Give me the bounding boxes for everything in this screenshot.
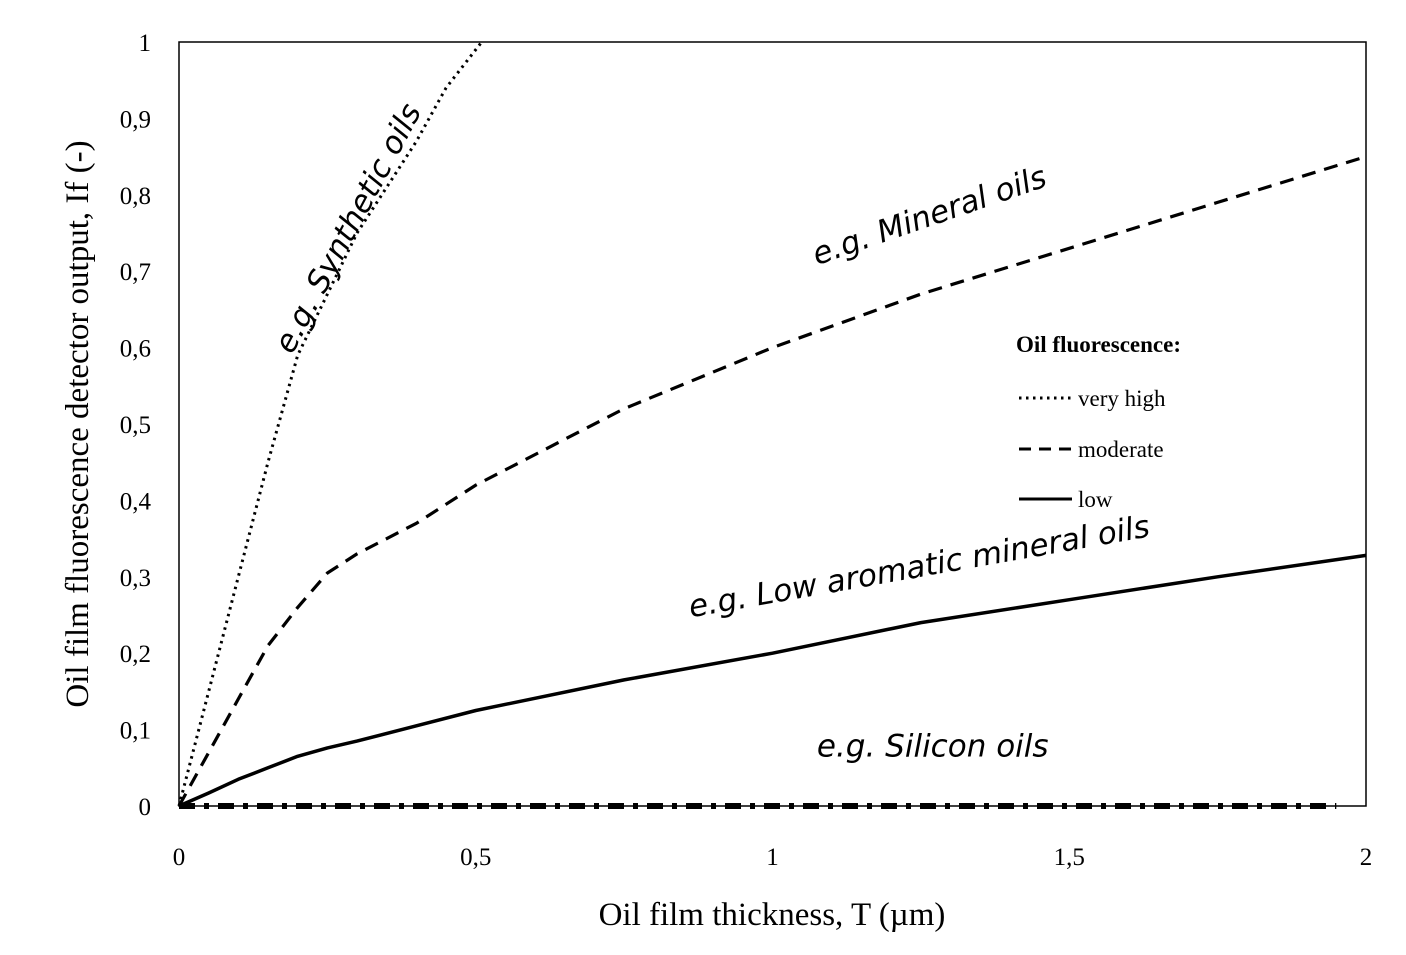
x-tick-label: 1,5 (1054, 844, 1085, 871)
annotation-label: e.g. Synthetic oils (267, 98, 429, 359)
y-axis-ticks: 0 0,1 0,2 0,3 0,4 0,5 0,6 0,7 0,8 0,9 1 (120, 30, 152, 821)
y-tick-label: 0,6 (120, 336, 151, 363)
y-tick-label: 1 (139, 30, 152, 57)
y-tick-label: 0,9 (120, 106, 151, 133)
series-line-moderate (177, 155, 1367, 807)
y-tick-label: 0,5 (120, 412, 151, 439)
x-tick-label: 0,5 (460, 844, 491, 871)
y-tick-label: 0 (139, 794, 152, 821)
y-tick-label: 0,3 (120, 565, 151, 592)
series-layer (177, 41, 1367, 809)
x-tick-label: 1 (766, 844, 779, 871)
legend-label-very-high: very high (1078, 386, 1166, 411)
annotation-label: e.g. Silicon oils (817, 728, 1049, 764)
legend-label-low: low (1078, 487, 1113, 512)
annotation-label: e.g. Mineral oils (808, 159, 1051, 273)
plot-area (178, 41, 1367, 807)
y-tick-label: 0,7 (120, 259, 151, 286)
legend-title: Oil fluorescence: (1016, 332, 1181, 357)
legend-label-moderate: moderate (1078, 437, 1164, 462)
series-line-very-high (177, 41, 483, 807)
legend: Oil fluorescence: very high moderate low (1016, 332, 1181, 512)
y-axis-title: Oil film fluorescence detector output, I… (60, 140, 96, 707)
y-tick-label: 0,8 (120, 183, 151, 210)
y-tick-label: 0,4 (120, 488, 152, 515)
y-tick-label: 0,1 (120, 718, 151, 745)
x-tick-label: 0 (173, 844, 186, 871)
x-tick-label: 2 (1360, 844, 1373, 871)
annotation-label: e.g. Low aromatic mineral oils (686, 509, 1153, 626)
x-axis-ticks: 0 0,5 1 1,5 2 (173, 844, 1373, 871)
x-axis-title: Oil film thickness, T (µm) (599, 897, 946, 933)
series-line-low (178, 553, 1367, 808)
y-tick-label: 0,2 (120, 641, 151, 668)
